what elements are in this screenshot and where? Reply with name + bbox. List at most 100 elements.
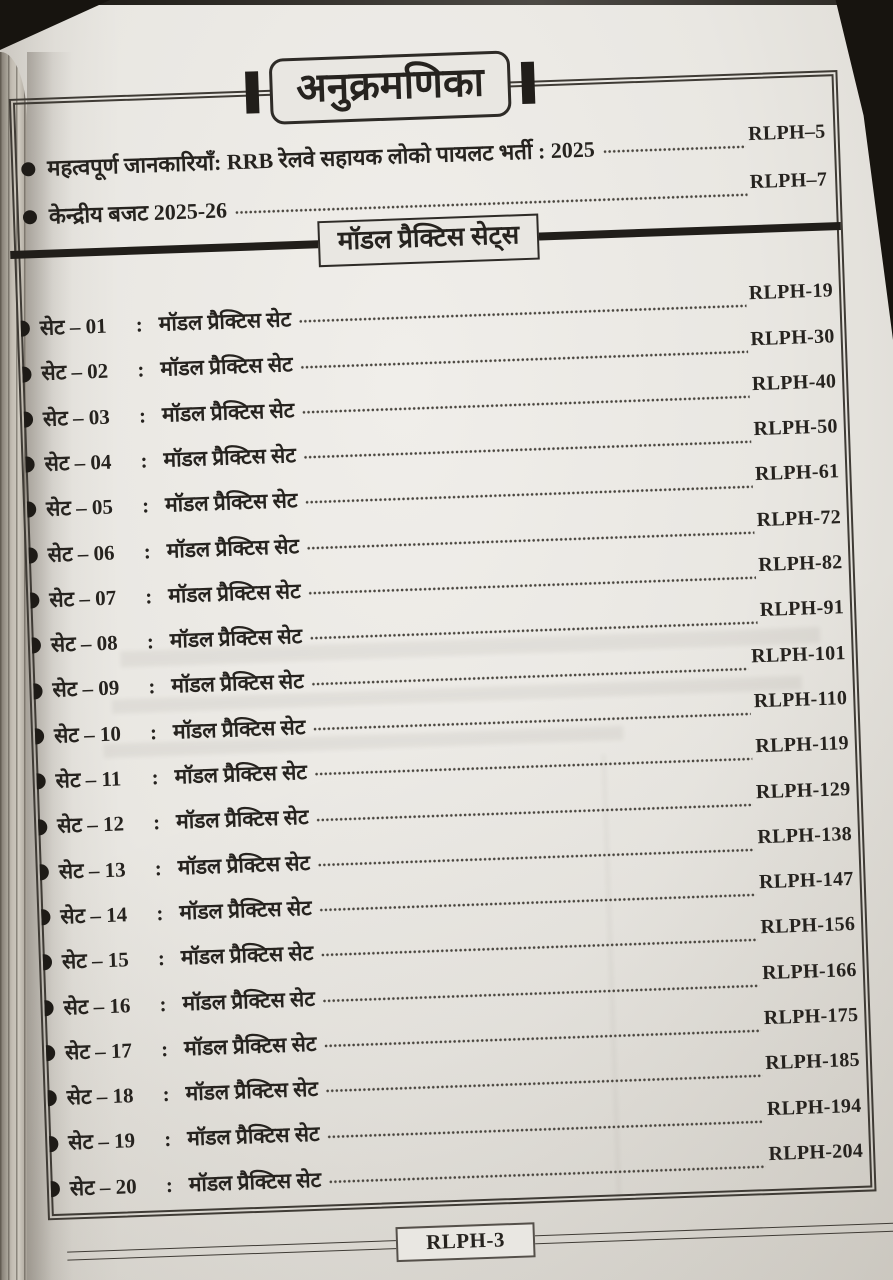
- separator: :: [159, 991, 167, 1016]
- separator: :: [152, 810, 161, 835]
- separator: :: [144, 584, 153, 609]
- page-reference: RLPH-91: [759, 596, 845, 622]
- page-reference: RLPH-19: [748, 279, 834, 305]
- set-number-label: सेट – 11: [55, 766, 122, 793]
- entry-label: मॉडल प्रैक्टिस सेट: [174, 759, 308, 789]
- bullet-icon: [49, 1135, 59, 1152]
- set-number-label: सेट – 19: [67, 1128, 136, 1155]
- entry-label: मॉडल प्रैक्टिस सेट: [188, 1167, 322, 1197]
- bullet-icon: [34, 728, 45, 745]
- bullet-icon: [37, 818, 48, 835]
- bullet-icon: [39, 863, 50, 881]
- bullet-icon: [22, 210, 38, 225]
- page-reference: RLPH-82: [757, 551, 843, 577]
- entry-label: मॉडल प्रैक्टिस सेट: [180, 941, 314, 970]
- bullet-icon: [28, 546, 39, 564]
- entry-label: मॉडल प्रैक्टिस सेट: [167, 578, 301, 608]
- set-number-label: सेट – 15: [61, 947, 130, 974]
- separator: :: [157, 946, 166, 971]
- set-number-label: सेट – 03: [42, 404, 111, 431]
- page-reference: RLPH-166: [761, 958, 858, 984]
- separator: :: [135, 312, 144, 337]
- entry-label: मॉडल प्रैक्टिस सेट: [177, 850, 311, 880]
- page-reference: RLPH-185: [764, 1049, 861, 1075]
- separator: :: [163, 1127, 172, 1152]
- bullet-icon: [50, 1180, 61, 1198]
- separator: :: [148, 674, 156, 699]
- set-number-label: सेट – 05: [45, 494, 114, 522]
- set-number-label: सेट – 07: [48, 585, 117, 612]
- set-number-label: सेट – 16: [63, 992, 131, 1020]
- bullet-icon: [33, 682, 43, 700]
- page-reference: RLPH-101: [750, 641, 847, 668]
- bullet-icon: [26, 501, 37, 519]
- bullet-icon: [44, 999, 54, 1016]
- page-reference: RLPH-138: [757, 822, 853, 849]
- set-number-label: सेट – 02: [41, 358, 109, 386]
- page-footer: RLPH-3: [67, 1206, 893, 1276]
- entry-label: मॉडल प्रैक्टिस सेट: [175, 805, 309, 834]
- title-left-bar-icon: [244, 71, 260, 114]
- separator: :: [146, 629, 155, 654]
- separator: :: [138, 402, 147, 428]
- page-reference: RLPH-147: [758, 868, 854, 894]
- set-number-label: सेट – 13: [58, 856, 126, 884]
- set-number-label: सेट – 09: [52, 675, 120, 703]
- page-title: अनुक्रमणिका: [268, 50, 513, 125]
- page-reference: RLPH-110: [753, 687, 848, 713]
- separator: :: [140, 448, 148, 473]
- entry-label: मॉडल प्रैक्टिस सेट: [183, 1031, 317, 1061]
- page-reference: RLPH-40: [751, 370, 837, 396]
- background-top-edge: [0, 0, 893, 5]
- bullet-icon: [36, 773, 46, 790]
- practice-set-toc-list: सेट – 01: मॉडल प्रैक्टिस सेट RLPH-19 सेट – …: [20, 268, 864, 1202]
- bullet-icon: [30, 592, 40, 609]
- page-reference: RLPH–7: [749, 168, 828, 194]
- entry-label: मॉडल प्रैक्टिस सेट: [172, 714, 306, 744]
- bullet-icon: [21, 162, 36, 177]
- separator: :: [155, 900, 164, 926]
- separator: :: [162, 1082, 171, 1107]
- separator: :: [165, 1172, 174, 1197]
- separator: :: [151, 765, 160, 790]
- bullet-icon: [45, 1044, 56, 1062]
- entry-label: मॉडल प्रैक्टिस सेट: [169, 624, 303, 653]
- bullet-icon: [42, 954, 53, 971]
- bullet-icon: [47, 1090, 58, 1107]
- entry-label: मॉडल प्रैक्टिस सेट: [182, 986, 316, 1015]
- entry-label: मॉडल प्रैक्टिस सेट: [178, 895, 313, 925]
- set-number-label: सेट – 06: [47, 540, 115, 567]
- set-number-label: सेट – 01: [39, 313, 108, 341]
- entry-label: मॉडल प्रैक्टिस सेट: [186, 1122, 320, 1151]
- page-reference: RLPH-72: [756, 505, 842, 531]
- set-number-label: सेट – 08: [50, 630, 119, 657]
- separator: :: [143, 538, 152, 564]
- page-number-badge: RLPH-3: [395, 1221, 536, 1262]
- page-reference: RLPH-30: [749, 324, 836, 350]
- page-reference: RLPH-204: [768, 1139, 864, 1166]
- bullet-icon: [31, 637, 42, 654]
- set-number-label: सेट – 04: [44, 449, 112, 476]
- page-reference: RLPH-129: [755, 777, 851, 803]
- entry-label: मॉडल प्रैक्टिस सेट: [159, 352, 294, 382]
- set-number-label: सेट – 14: [59, 902, 128, 929]
- entry-label: मॉडल प्रैक्टिस सेट: [185, 1076, 319, 1106]
- bullet-icon: [20, 320, 31, 337]
- page-reference: RLPH-175: [763, 1003, 859, 1030]
- set-number-label: सेट – 18: [66, 1083, 134, 1110]
- entry-label: मॉडल प्रैक्टिस सेट: [164, 488, 298, 517]
- page-reference: RLPH-61: [754, 460, 840, 486]
- page-reference: RLPH–5: [747, 120, 826, 146]
- page-reference: RLPH-119: [755, 732, 850, 758]
- set-number-label: सेट – 10: [53, 721, 122, 748]
- entry-label: मॉडल प्रैक्टिस सेट: [166, 533, 300, 563]
- entry-label: मॉडल प्रैक्टिस सेट: [158, 307, 292, 336]
- dotted-leader: [602, 143, 746, 156]
- page-reference: RLPH-194: [766, 1094, 862, 1120]
- section-title: मॉडल प्रैक्टिस सेट्स: [317, 213, 541, 267]
- separator: :: [136, 357, 145, 382]
- separator: :: [149, 719, 158, 745]
- set-number-label: सेट – 17: [64, 1038, 133, 1065]
